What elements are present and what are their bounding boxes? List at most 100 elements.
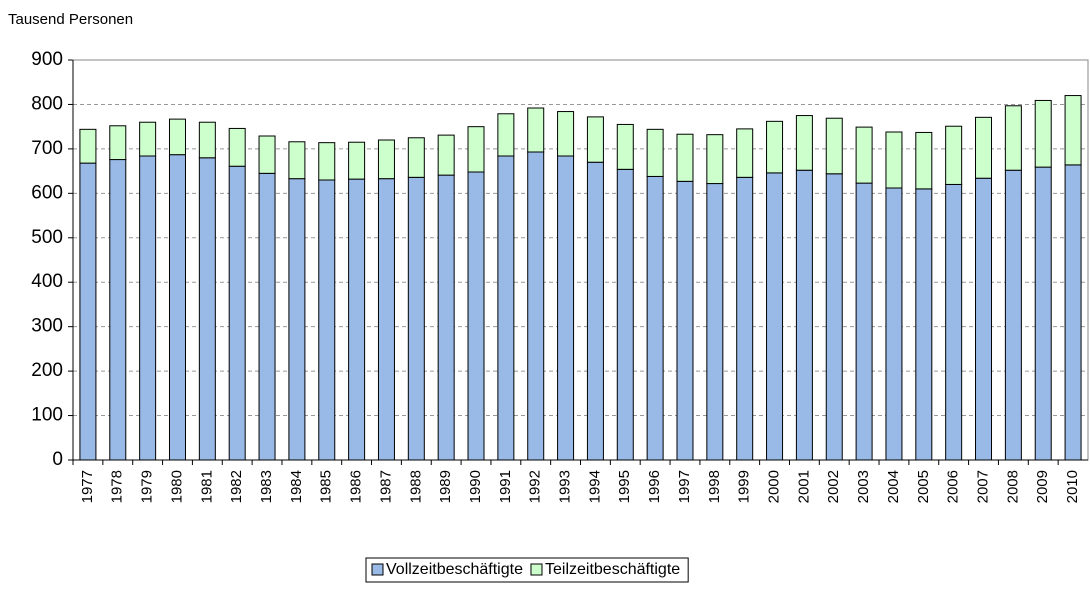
bar-segment: [646, 128, 664, 177]
bar-segment: [706, 134, 724, 185]
x-tick-label: 1983: [258, 470, 275, 503]
bar-segment: [586, 161, 604, 461]
bar-segment: [915, 131, 933, 190]
bar-segment: [348, 178, 366, 461]
bar-segment: [467, 171, 485, 461]
x-tick-label: 1979: [139, 470, 156, 503]
x-tick-label: 1989: [437, 470, 454, 503]
x-tick-label: 1988: [407, 470, 424, 503]
x-tick-label: 1987: [377, 470, 394, 503]
bar-segment: [198, 157, 216, 461]
legend: Vollzeitbeschäftigte Teilzeitbeschäftigte: [365, 557, 689, 583]
x-tick-label: 2008: [1004, 470, 1021, 503]
x-tick-label: 2009: [1034, 470, 1051, 503]
bar-segment: [288, 178, 306, 461]
x-tick-label: 1996: [646, 470, 663, 503]
y-tick-label: 100: [31, 405, 63, 426]
bar-segment: [1004, 169, 1022, 461]
bar-segment: [228, 165, 246, 461]
bar-segment: [736, 176, 754, 461]
bar-segment: [1034, 166, 1052, 461]
y-tick-label: 500: [31, 227, 63, 248]
x-tick-label: 1997: [676, 470, 693, 503]
x-tick-label: 2003: [855, 470, 872, 503]
bar-segment: [139, 121, 157, 157]
bar-segment: [975, 116, 993, 179]
bar-segment: [945, 125, 963, 185]
legend-box: [365, 557, 689, 583]
bar-segment: [258, 135, 276, 174]
legend-label: Vollzeitbeschäftigte: [386, 561, 523, 578]
bar-segment: [557, 155, 575, 461]
bar-segment: [676, 133, 694, 182]
x-tick-label: 2006: [945, 470, 962, 503]
x-tick-label: 2000: [766, 470, 783, 503]
bar-segment: [586, 116, 604, 163]
bar-segment: [706, 183, 724, 461]
bar-segment: [825, 117, 843, 175]
bar-segment: [109, 125, 127, 161]
x-tick-label: 1995: [616, 470, 633, 503]
bar-segment: [318, 179, 336, 461]
bar-segment: [1004, 105, 1022, 171]
x-tick-label: 2007: [974, 470, 991, 503]
legend-swatch: [371, 563, 384, 576]
x-tick-label: 2010: [1064, 470, 1081, 503]
bar-segment: [1064, 95, 1082, 166]
bar-segment: [168, 118, 186, 156]
x-tick-label: 1993: [557, 470, 574, 503]
y-tick-label: 600: [31, 182, 63, 203]
bar-segment: [288, 141, 306, 180]
x-tick-label: 1998: [706, 470, 723, 503]
y-tick-label: 300: [31, 316, 63, 337]
y-tick-label: 900: [31, 49, 63, 70]
bar-segment: [945, 183, 963, 461]
bar-segment: [109, 159, 127, 461]
x-tick-label: 1991: [497, 470, 514, 503]
bar-segment: [527, 107, 545, 153]
x-tick-label: 2004: [885, 470, 902, 503]
x-tick-label: 1980: [168, 470, 185, 503]
bar-segment: [437, 174, 455, 461]
bar-segment: [1034, 99, 1052, 168]
bar-segment: [975, 177, 993, 461]
bar-segment: [139, 155, 157, 461]
bar-segment: [437, 134, 455, 176]
y-tick-label: 800: [31, 93, 63, 114]
bar-segment: [885, 131, 903, 189]
x-tick-label: 2001: [795, 470, 812, 503]
bar-segment: [766, 120, 784, 174]
x-tick-label: 1990: [467, 470, 484, 503]
bar-segment: [616, 168, 634, 461]
bar-segment: [557, 111, 575, 157]
bar-segment: [168, 154, 186, 461]
x-tick-label: 2005: [915, 470, 932, 503]
bar-segment: [198, 121, 216, 159]
y-axis-label: Tausend Personen: [8, 11, 133, 28]
x-tick-label: 1984: [288, 470, 305, 503]
x-tick-label: 1999: [736, 470, 753, 503]
bar-segment: [915, 188, 933, 461]
bar-segment: [825, 173, 843, 461]
bar-segment: [885, 187, 903, 461]
bar-segment: [407, 176, 425, 461]
bar-segment: [855, 126, 873, 184]
x-tick-label: 1994: [586, 470, 603, 503]
bar-segment: [616, 123, 634, 170]
bar-segment: [646, 175, 664, 461]
x-tick-label: 2002: [825, 470, 842, 503]
x-tick-label: 1985: [318, 470, 335, 503]
bar-segment: [1064, 164, 1082, 461]
x-tick-label: 1986: [348, 470, 365, 503]
bar-segment: [318, 142, 336, 181]
x-tick-label: 1977: [79, 470, 96, 503]
bar-segment: [228, 127, 246, 167]
bar-segment: [79, 128, 97, 164]
y-tick-label: 0: [52, 449, 63, 470]
bar-segment: [377, 178, 395, 461]
bar-segment: [79, 162, 97, 461]
bar-segment: [497, 155, 515, 461]
bar-segment: [377, 139, 395, 180]
bar-segment: [766, 172, 784, 461]
